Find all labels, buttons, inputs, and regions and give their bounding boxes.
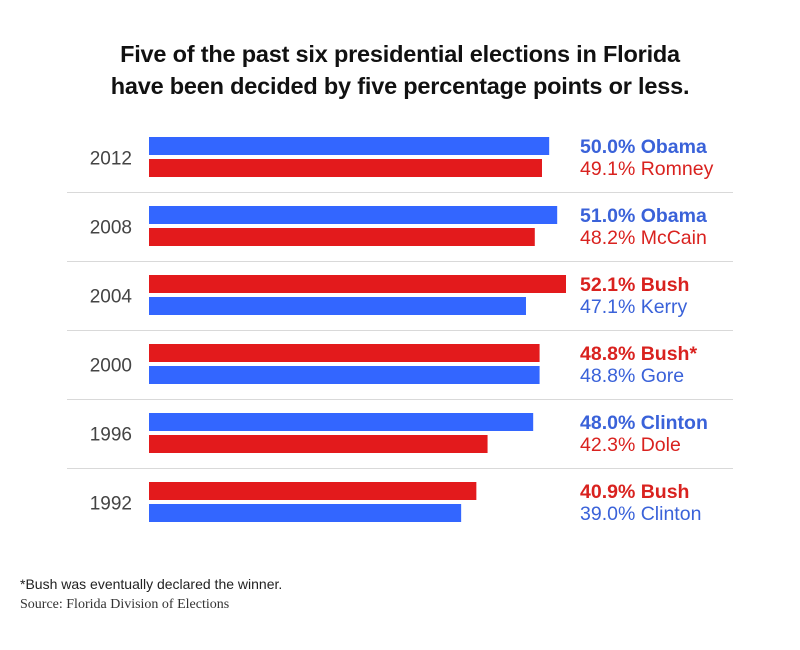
- data-label: 51.0% Obama: [580, 205, 707, 227]
- bar-democrat: [149, 206, 558, 224]
- source-note: Source: Florida Division of Elections: [20, 597, 230, 612]
- bar-democrat: [149, 413, 534, 431]
- bar-republican: [149, 344, 540, 362]
- bar-republican: [149, 482, 477, 500]
- data-label: 48.2% McCain: [580, 227, 707, 249]
- bar-republican: [149, 228, 535, 246]
- year-label: 2008: [90, 218, 132, 239]
- bar-democrat: [149, 297, 526, 315]
- chart-title-line-1: Five of the past six presidential electi…: [120, 41, 680, 67]
- data-label: 47.1% Kerry: [580, 296, 688, 318]
- data-label: 39.0% Clinton: [580, 503, 701, 525]
- chart-title-line-2: have been decided by five percentage poi…: [110, 73, 690, 99]
- bar-democrat: [149, 366, 540, 384]
- year-label: 1996: [90, 425, 132, 446]
- bar-republican: [149, 275, 566, 293]
- year-label: 2000: [90, 356, 132, 377]
- data-label: 42.3% Dole: [580, 434, 681, 456]
- bar-republican: [149, 159, 542, 177]
- year-label: 2012: [90, 149, 132, 170]
- year-label: 2004: [90, 287, 133, 308]
- data-label: 48.8% Bush*: [580, 343, 697, 365]
- data-label: 48.8% Gore: [580, 365, 684, 387]
- bar-republican: [149, 435, 488, 453]
- bar-democrat: [149, 137, 550, 155]
- data-label: 49.1% Romney: [580, 158, 714, 180]
- footnote: *Bush was eventually declared the winner…: [20, 576, 283, 592]
- data-label: 48.0% Clinton: [580, 412, 708, 434]
- data-label: 52.1% Bush: [580, 274, 689, 296]
- data-label: 50.0% Obama: [580, 136, 707, 158]
- data-label: 40.9% Bush: [580, 481, 689, 503]
- year-label: 1992: [90, 494, 132, 515]
- chart-title: Five of the past six presidential electi…: [0, 38, 800, 102]
- bar-democrat: [149, 504, 462, 522]
